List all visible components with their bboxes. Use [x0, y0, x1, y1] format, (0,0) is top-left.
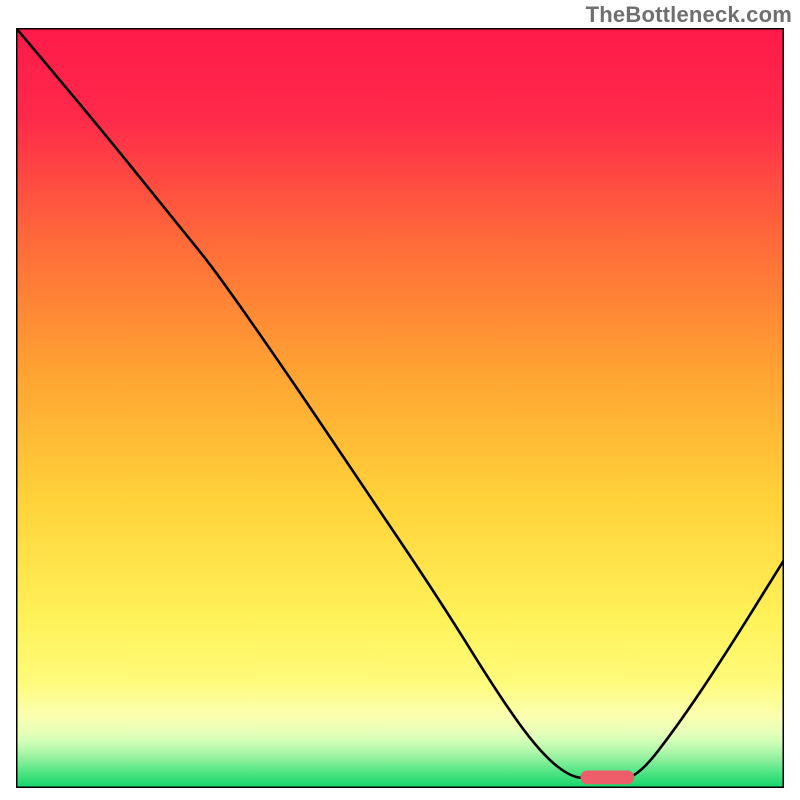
chart-background	[16, 28, 784, 788]
optimal-range-marker	[580, 771, 634, 785]
plot-area	[16, 28, 784, 788]
bottleneck-curve-chart	[16, 28, 784, 788]
chart-container: TheBottleneck.com	[0, 0, 800, 800]
watermark-text: TheBottleneck.com	[586, 2, 792, 28]
